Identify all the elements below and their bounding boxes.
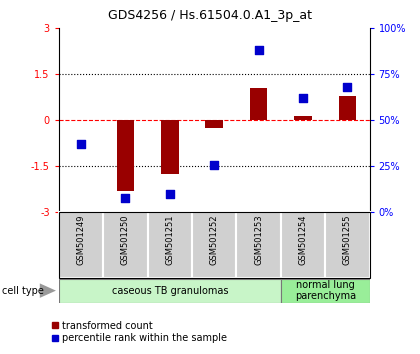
Bar xyxy=(281,212,325,278)
Text: GSM501250: GSM501250 xyxy=(121,215,130,265)
Text: GSM501254: GSM501254 xyxy=(299,215,307,265)
Text: GSM501255: GSM501255 xyxy=(343,215,352,265)
Point xyxy=(255,47,262,53)
Point xyxy=(299,96,306,101)
Text: GSM501251: GSM501251 xyxy=(165,215,174,265)
Text: GSM501253: GSM501253 xyxy=(254,215,263,265)
Text: GDS4256 / Hs.61504.0.A1_3p_at: GDS4256 / Hs.61504.0.A1_3p_at xyxy=(108,9,312,22)
Text: caseous TB granulomas: caseous TB granulomas xyxy=(112,286,228,296)
Bar xyxy=(250,88,268,120)
Point xyxy=(78,142,84,147)
Bar xyxy=(59,212,103,278)
Point xyxy=(344,84,351,90)
Polygon shape xyxy=(40,284,56,298)
Text: GSM501252: GSM501252 xyxy=(210,215,219,265)
Bar xyxy=(59,279,281,303)
Point xyxy=(166,191,173,197)
Text: GSM501249: GSM501249 xyxy=(76,215,86,265)
Bar xyxy=(103,212,147,278)
Text: cell type: cell type xyxy=(2,286,44,296)
Bar xyxy=(294,116,312,120)
Text: normal lung
parenchyma: normal lung parenchyma xyxy=(295,280,356,302)
Point xyxy=(211,162,218,167)
Bar xyxy=(339,96,356,120)
Bar xyxy=(192,212,236,278)
Bar xyxy=(147,212,192,278)
Bar xyxy=(116,120,134,191)
Point xyxy=(122,195,129,200)
Legend: transformed count, percentile rank within the sample: transformed count, percentile rank withi… xyxy=(47,317,231,347)
Bar xyxy=(325,212,370,278)
Bar xyxy=(281,279,370,303)
Bar xyxy=(236,212,281,278)
Bar xyxy=(205,120,223,128)
Bar xyxy=(161,120,178,174)
